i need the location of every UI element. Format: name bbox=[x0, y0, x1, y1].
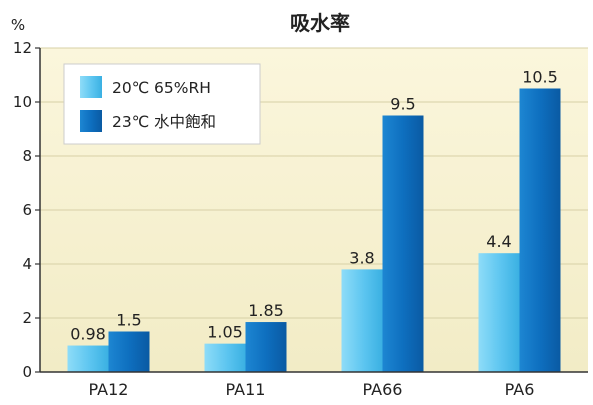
data-label: 1.85 bbox=[248, 301, 284, 320]
chart-title: 吸水率 bbox=[290, 11, 350, 35]
x-tick-label: PA11 bbox=[226, 380, 266, 399]
y-tick-label: 12 bbox=[13, 39, 32, 57]
x-tick-label: PA12 bbox=[89, 380, 129, 399]
data-label: 1.05 bbox=[207, 323, 243, 342]
y-tick-label: 10 bbox=[13, 93, 32, 111]
data-label: 1.5 bbox=[116, 311, 141, 330]
grid-lines bbox=[40, 47, 588, 319]
bar-series-1-pa6 bbox=[478, 253, 520, 372]
y-tick-label: 6 bbox=[22, 201, 32, 219]
bar-series-2-pa6 bbox=[519, 88, 561, 372]
y-axis-unit: % bbox=[11, 16, 25, 34]
bar-series-2-pa11 bbox=[245, 322, 287, 372]
data-label: 0.98 bbox=[70, 325, 106, 344]
data-label: 4.4 bbox=[486, 232, 511, 251]
x-tick-label: PA6 bbox=[505, 380, 535, 399]
bar-series-1-pa11 bbox=[204, 343, 246, 372]
legend-swatch-series-2 bbox=[80, 110, 102, 132]
y-tick-label: 4 bbox=[22, 255, 32, 273]
bar-series-2-pa12 bbox=[108, 331, 150, 372]
legend-swatch-series-1 bbox=[80, 76, 102, 98]
y-axis-ticks: 0 2 4 6 8 10 12 bbox=[13, 39, 40, 381]
data-label: 9.5 bbox=[390, 95, 415, 114]
bars bbox=[67, 88, 561, 372]
y-tick-label: 8 bbox=[22, 147, 32, 165]
bar-series-1-pa12 bbox=[67, 345, 109, 372]
bar-series-1-pa66 bbox=[341, 269, 383, 372]
legend-label-series-2: 23℃ 水中飽和 bbox=[112, 113, 216, 131]
data-label: 10.5 bbox=[522, 68, 558, 87]
x-tick-label: PA66 bbox=[363, 380, 403, 399]
data-labels: 0.98 1.5 1.05 1.85 3.8 9.5 4.4 10.5 bbox=[70, 68, 558, 344]
legend-label-series-1: 20℃ 65%RH bbox=[112, 79, 211, 97]
y-tick-label: 0 bbox=[22, 363, 32, 381]
legend: 20℃ 65%RH 23℃ 水中飽和 bbox=[63, 63, 261, 145]
bar-series-2-pa66 bbox=[382, 115, 424, 372]
x-axis-ticks: PA12 PA11 PA66 PA6 bbox=[89, 380, 535, 399]
data-label: 3.8 bbox=[349, 248, 374, 267]
y-tick-label: 2 bbox=[22, 309, 32, 327]
